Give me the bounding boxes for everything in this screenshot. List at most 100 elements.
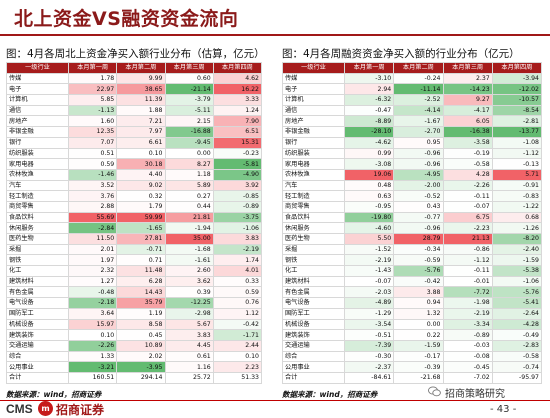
value-cell: -3.79: [164, 94, 214, 106]
value-cell: 3.83: [164, 329, 214, 341]
brand-cn: 招商证券: [56, 403, 105, 417]
value-cell: -1.43: [343, 265, 395, 277]
value-cell: 0.95: [393, 136, 444, 149]
table-header-row: 一级行业 本月第一周 本月第二周 本月第三周 本月第四周: [6, 62, 263, 74]
industry-cell: 交通运输: [6, 339, 69, 352]
industry-cell: 休闲服务: [282, 222, 345, 234]
value-cell: -10.57: [491, 94, 543, 106]
industry-cell: 医药生物: [282, 233, 345, 245]
table-row: 建筑材料 1.27 6.28 3.62 0.33: [6, 275, 263, 288]
industry-cell: 传媒: [6, 72, 69, 85]
value-cell: -1.52: [343, 243, 395, 256]
table-row: 综合 -0.30 -0.17 -0.08 -0.58: [282, 350, 543, 363]
value-cell: -4.14: [393, 104, 444, 117]
value-cell: 9.02: [116, 179, 166, 192]
title-rule: [0, 34, 550, 36]
table-row: 银行 7.07 6.61 -9.45 15.31: [6, 136, 263, 149]
value-cell: -2.18: [67, 297, 118, 309]
industry-cell: 电气设备: [6, 297, 69, 309]
table-row: 休闲服务 -4.60 -0.96 -2.23 -1.26: [282, 222, 543, 234]
table-row: 公用事业 -3.21 -3.95 1.16 2.23: [6, 361, 263, 373]
value-cell: -0.58: [442, 158, 493, 170]
value-cell: 8.58: [116, 318, 166, 331]
value-cell: 0.51: [67, 147, 118, 160]
industry-cell: 电子: [282, 83, 345, 96]
industry-cell: 休闲服务: [6, 222, 69, 234]
value-cell: -13.77: [491, 126, 543, 138]
value-cell: -2.52: [393, 94, 444, 106]
value-cell: -16.88: [164, 126, 214, 138]
value-cell: 1.19: [116, 307, 166, 320]
value-cell: 1.27: [67, 275, 118, 288]
value-cell: -4.95: [393, 168, 444, 181]
value-cell: -0.23: [212, 147, 263, 160]
value-cell: -0.42: [212, 318, 263, 331]
value-cell: 2.60: [164, 265, 214, 277]
value-cell: -84.61: [343, 371, 395, 384]
value-cell: 35.00: [164, 233, 214, 245]
value-cell: -1.68: [164, 243, 214, 256]
value-cell: 0.43: [393, 200, 444, 213]
value-cell: 7.07: [67, 136, 118, 149]
value-cell: 2.32: [67, 265, 118, 277]
value-cell: 0.32: [116, 190, 166, 202]
industry-cell: 银行: [6, 136, 69, 149]
table-row: 农林牧渔 -1.46 4.40 1.18 -4.90: [6, 168, 263, 181]
table-row: 农林牧渔 19.06 -4.95 4.28 5.71: [282, 168, 543, 181]
value-cell: -16.38: [442, 126, 493, 138]
value-cell: -5.81: [212, 158, 263, 170]
value-cell: 27.81: [116, 233, 166, 245]
value-cell: -0.45: [442, 361, 493, 373]
value-cell: 160.51: [67, 371, 118, 384]
value-cell: -0.49: [491, 329, 543, 341]
value-cell: -3.08: [343, 158, 395, 170]
value-cell: -1.12: [491, 147, 543, 160]
value-cell: 6.61: [116, 136, 166, 149]
value-cell: -2.19: [212, 243, 263, 256]
value-cell: -0.30: [343, 350, 395, 363]
table-row: 纺织服装 0.99 -0.96 -0.19 -1.12: [282, 147, 543, 160]
value-cell: -9.45: [164, 136, 214, 149]
value-cell: -1.98: [442, 297, 493, 309]
value-cell: 7.90: [212, 115, 263, 128]
value-cell: 14.43: [116, 286, 166, 299]
industry-cell: 有色金属: [6, 286, 69, 299]
value-cell: -0.11: [442, 190, 493, 202]
value-cell: 1.12: [212, 307, 263, 320]
table-row: 电子 2.94 -11.14 -14.23 -12.02: [282, 83, 543, 96]
value-cell: 4.40: [116, 168, 166, 181]
table-row: 轻工制造 3.76 0.32 0.27 -0.85: [6, 190, 263, 202]
value-cell: -0.39: [393, 361, 444, 373]
value-cell: 4.62: [212, 72, 263, 85]
footer-rule: [0, 400, 550, 401]
value-cell: -2.19: [442, 307, 493, 320]
table-row: 通信 -1.13 1.88 -5.11 1.24: [6, 104, 263, 117]
value-cell: 1.60: [67, 115, 118, 128]
left-source-note: 数据来源：wind，招商证券: [6, 390, 102, 399]
table-row: 房地产 1.60 7.21 2.15 7.90: [6, 115, 263, 128]
wechat-icon: [428, 386, 441, 397]
value-cell: -2.37: [343, 361, 395, 373]
value-cell: 0.59: [212, 286, 263, 299]
value-cell: -0.07: [442, 200, 493, 213]
table-row: 化工 2.32 11.48 2.60 4.01: [6, 265, 263, 277]
value-cell: 0.45: [116, 329, 166, 341]
value-cell: 2.94: [343, 83, 395, 96]
value-cell: 1.74: [212, 254, 263, 267]
table-row: 计算机 -6.32 -2.52 9.27 -10.57: [282, 94, 543, 106]
table-row: 传媒 -3.10 -0.24 2.37 -3.94: [282, 72, 543, 85]
value-cell: -2.98: [164, 307, 214, 320]
value-cell: 2.44: [212, 339, 263, 352]
value-cell: -3.58: [442, 136, 493, 149]
industry-cell: 电子: [6, 83, 69, 96]
value-cell: -0.83: [491, 190, 543, 202]
value-cell: 51.33: [212, 371, 263, 384]
value-cell: 3.76: [67, 190, 118, 202]
table-row: 综合 1.33 2.02 0.61 0.10: [6, 350, 263, 363]
table-row: 商贸零售 2.88 1.79 0.44 -0.89: [6, 200, 263, 213]
table-row: 建筑装饰 -0.51 0.22 -0.89 -0.49: [282, 329, 543, 341]
value-cell: 2.01: [67, 243, 118, 256]
value-cell: 3.52: [67, 179, 118, 192]
industry-cell: 机械设备: [6, 318, 69, 331]
value-cell: 6.05: [442, 115, 493, 128]
